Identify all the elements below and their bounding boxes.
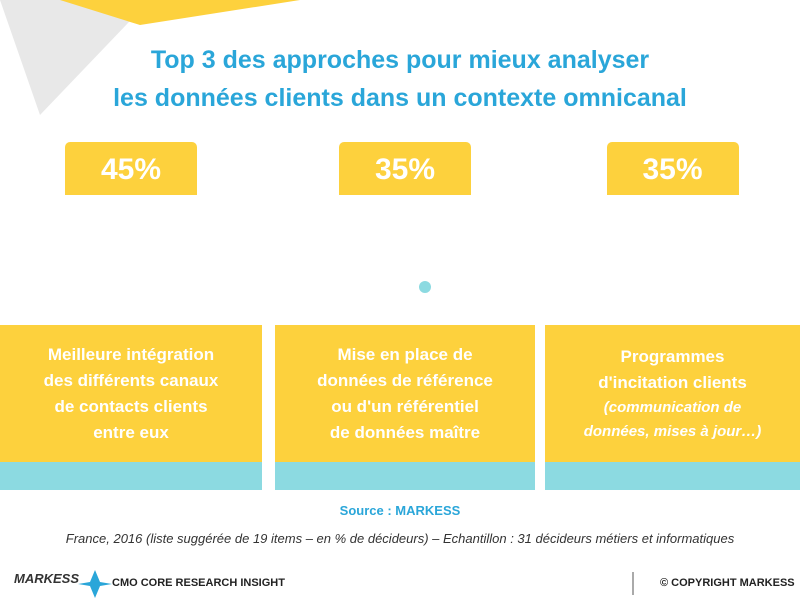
percent-tab: 35% bbox=[606, 142, 739, 195]
card-line: données de référence bbox=[317, 370, 493, 390]
title: Top 3 des approches pour mieux analyser bbox=[150, 46, 650, 74]
card-strip bbox=[545, 462, 800, 490]
card-strip bbox=[0, 462, 262, 490]
card-line: de contacts clients bbox=[54, 396, 208, 416]
card-text: Mise en place de données de référence ou d… bbox=[275, 325, 535, 462]
footer-logo: MARKESS bbox=[14, 571, 80, 586]
card-line: entre eux bbox=[93, 422, 169, 442]
card-strip bbox=[275, 462, 535, 490]
card-note: données, mises à jour…) bbox=[583, 422, 762, 440]
card-line: ou d'un référentiel bbox=[331, 396, 479, 416]
card-line: Programmes bbox=[620, 346, 725, 366]
source: Source : MARKESS bbox=[339, 503, 461, 518]
card-text: Meilleure intégration des différents cana… bbox=[0, 325, 262, 462]
card-line: des différents canaux bbox=[43, 370, 219, 390]
card-line: d'incitation clients bbox=[598, 372, 747, 392]
title: les données clients dans un contexte omn… bbox=[113, 84, 687, 112]
card-line: Meilleure intégration bbox=[47, 344, 215, 364]
card-line: de données maître bbox=[329, 422, 481, 442]
card-note: (communication de bbox=[603, 398, 742, 416]
percent-tab: 35% bbox=[339, 142, 471, 195]
card-line: Mise en place de bbox=[337, 344, 473, 364]
footer-tagline: CMO CORE RESEARCH INSIGHT bbox=[112, 577, 285, 589]
card-text: Programmes d'incitation clients (communica… bbox=[545, 325, 800, 462]
copyright: © COPYRIGHT MARKESS bbox=[660, 577, 795, 589]
percent-tab: 45% bbox=[65, 142, 197, 195]
footnote: France, 2016 (liste suggérée de 19 items… bbox=[65, 531, 735, 546]
